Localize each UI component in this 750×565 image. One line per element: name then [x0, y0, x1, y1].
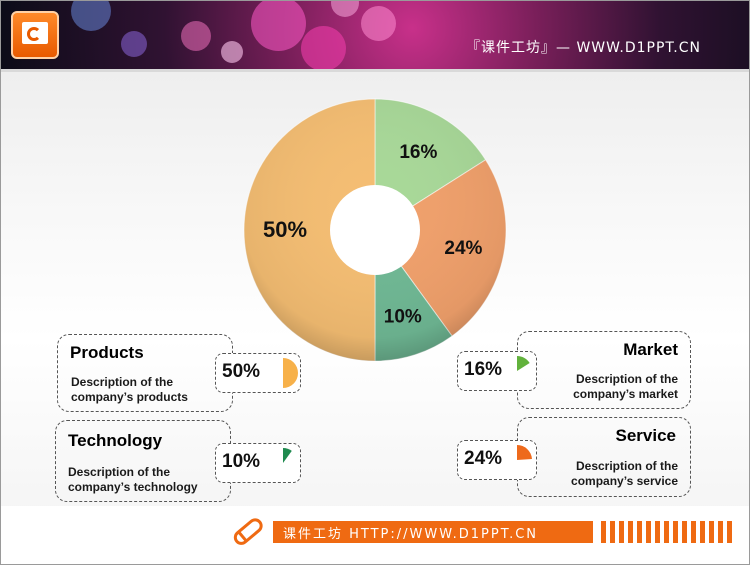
footer-stripe [619, 521, 624, 543]
technology-percent-badge: 10% [215, 443, 301, 483]
footer-stripe [700, 521, 705, 543]
market-callout: Market Description of the company’s mark… [517, 331, 691, 409]
mini-pie-wedge [283, 448, 292, 463]
footer-stripe [637, 521, 642, 543]
slice-labels: 16% 24% 10% 50% [263, 142, 483, 327]
market-mini-pie-icon [517, 356, 530, 371]
footer-stripe [709, 521, 714, 543]
presentation-logo-icon [11, 11, 59, 59]
bokeh-light [221, 41, 243, 63]
technology-callout: Technology Description of the company’s … [55, 420, 231, 502]
products-mini-pie-icon [283, 358, 298, 388]
products-description-line2: company’s products [71, 390, 188, 404]
footer-stripe [664, 521, 669, 543]
donut-chart: 16% 24% 10% 50% [243, 98, 507, 362]
products-percent: 50% [222, 361, 261, 382]
footer-band [273, 521, 593, 543]
market-percent: 16% [464, 359, 503, 380]
technology-description-line2: company’s technology [68, 480, 198, 494]
service-percent-badge: 24% [457, 440, 537, 480]
market-title: Market [623, 340, 678, 359]
footer-stripe [727, 521, 732, 543]
footer-stripe [682, 521, 687, 543]
bokeh-light [331, 1, 359, 17]
header-divider [1, 69, 749, 72]
mini-pie-wedge [283, 358, 298, 388]
technology-description-line1: Description of the [68, 465, 171, 479]
technology-title: Technology [68, 431, 163, 450]
footer-stripe [718, 521, 723, 543]
footer-stripe [691, 521, 696, 543]
market-description-line2: company’s market [573, 387, 678, 401]
footer-stripe [673, 521, 678, 543]
header-site-text: 『课件工坊』— WWW.D1PPT.CN [466, 40, 701, 56]
footer-stripe [628, 521, 633, 543]
pencil-icon [233, 518, 263, 545]
products-description-line1: Description of the [71, 375, 174, 389]
products-title: Products [70, 343, 144, 362]
service-title: Service [615, 426, 677, 445]
footer-stripe [610, 521, 615, 543]
bokeh-light [251, 1, 306, 51]
footer-stripe [646, 521, 651, 543]
mini-pie-wedge [517, 445, 532, 460]
bokeh-light [301, 26, 346, 71]
bokeh-light [121, 31, 147, 57]
bokeh-light [181, 21, 211, 51]
slice-label-market: 16% [399, 142, 437, 163]
footer-stripe [655, 521, 660, 543]
technology-mini-pie-icon [283, 448, 292, 463]
bokeh-light [361, 6, 396, 41]
slice-label-products: 50% [263, 217, 307, 242]
header-banner: 『课件工坊』— WWW.D1PPT.CN [1, 1, 749, 71]
service-description-line2: company’s service [571, 474, 678, 488]
slice-label-technology: 10% [384, 307, 422, 328]
service-percent: 24% [464, 448, 503, 469]
market-description-line1: Description of the [575, 372, 678, 386]
service-callout: Service Description of the company’s ser… [517, 417, 691, 497]
donut-hole [330, 185, 420, 275]
service-description-line1: Description of the [575, 459, 678, 473]
slice-label-service: 24% [444, 238, 482, 259]
technology-percent: 10% [222, 451, 261, 472]
service-mini-pie-icon [517, 445, 532, 460]
products-callout: Products Description of the company’s pr… [57, 334, 233, 412]
footer-site-text: 课件工坊 HTTP://WWW.D1PPT.CN [283, 527, 539, 542]
mini-pie-wedge [517, 356, 530, 371]
footer-stripe [601, 521, 606, 543]
